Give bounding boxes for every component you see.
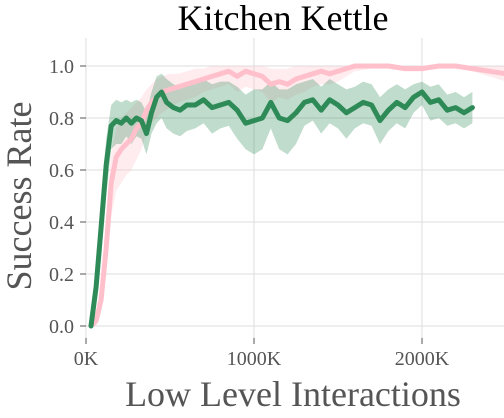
- x-axis-label: Low Level Interactions: [125, 374, 461, 414]
- y-tick-label-4: 0.8: [49, 108, 74, 130]
- x-tick-label-2: 2000K: [395, 348, 450, 370]
- y-tick-label-5: 1.0: [49, 56, 74, 78]
- confidence-bands: [91, 66, 504, 326]
- y-tick-label-2: 0.4: [49, 212, 74, 234]
- x-tick-label-1: 1000K: [227, 348, 282, 370]
- grid-lines: [85, 38, 504, 338]
- chart-title: Kitchen Kettle: [178, 0, 389, 38]
- series-lines: [88, 63, 504, 329]
- y-axis-label: Success Rate: [0, 102, 39, 291]
- x-axis-ticks: 0K 1000K 2000K: [74, 338, 450, 370]
- y-tick-label-3: 0.6: [49, 160, 74, 182]
- x-tick-label-0: 0K: [74, 348, 99, 370]
- series-1-band: [91, 73, 473, 326]
- y-tick-label-1: 0.2: [49, 264, 74, 286]
- y-axis-ticks: 0.0 0.2 0.4 0.6 0.8 1.0: [49, 56, 86, 338]
- y-tick-label-0: 0.0: [49, 316, 74, 338]
- series-0-line: [88, 63, 504, 329]
- series-1-line: [88, 89, 475, 329]
